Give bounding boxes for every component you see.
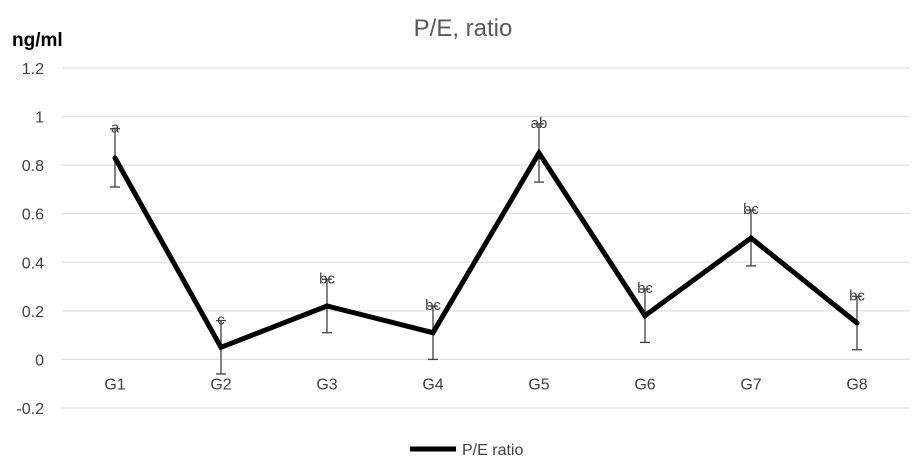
x-tick-label: G8 [846,376,867,393]
data-label: bc [425,297,441,314]
data-label: c [217,312,225,329]
data-labels: a c bc bc ab bc bc bc [111,115,866,329]
data-point [430,330,436,336]
x-axis-tick-labels: G1 G2 G3 G4 G5 G6 G7 G8 [104,376,867,393]
y-tick-label: 0.8 [22,158,44,175]
y-tick-label: 0.2 [22,304,44,321]
x-tick-label: G6 [634,376,655,393]
data-label: bc [849,287,865,304]
x-tick-label: G1 [104,376,125,393]
data-label: bc [319,270,335,287]
data-point [324,303,330,309]
y-axis-unit-label: ng/ml [12,30,63,51]
data-point [642,313,648,319]
y-tick-label: -0.2 [16,401,44,418]
x-tick-label: G5 [528,376,549,393]
y-tick-label: 1.2 [22,61,44,78]
error-bars [110,123,862,375]
x-tick-label: G7 [740,376,761,393]
y-tick-label: 0.6 [22,207,44,224]
x-tick-label: G3 [316,376,337,393]
data-label: bc [743,201,759,218]
data-point [748,235,754,241]
data-point [854,320,860,326]
data-point [218,344,224,350]
data-label: bc [637,280,653,297]
data-point [536,150,542,156]
y-tick-label: 1 [35,110,44,127]
legend-label: P/E ratio [462,442,523,459]
legend: P/E ratio [410,442,523,459]
data-point [112,155,118,161]
data-label: a [111,120,120,137]
chart-title: P/E, ratio [414,15,513,42]
y-axis-tick-labels: -0.2 0 0.2 0.4 0.6 0.8 1 1.2 [16,61,44,418]
series-lines [112,148,860,351]
series-line [112,148,859,351]
data-label: ab [531,115,548,132]
x-tick-label: G2 [210,376,231,393]
y-tick-label: 0.4 [22,255,44,272]
y-tick-label: 0 [35,352,44,369]
x-tick-label: G4 [422,376,443,393]
